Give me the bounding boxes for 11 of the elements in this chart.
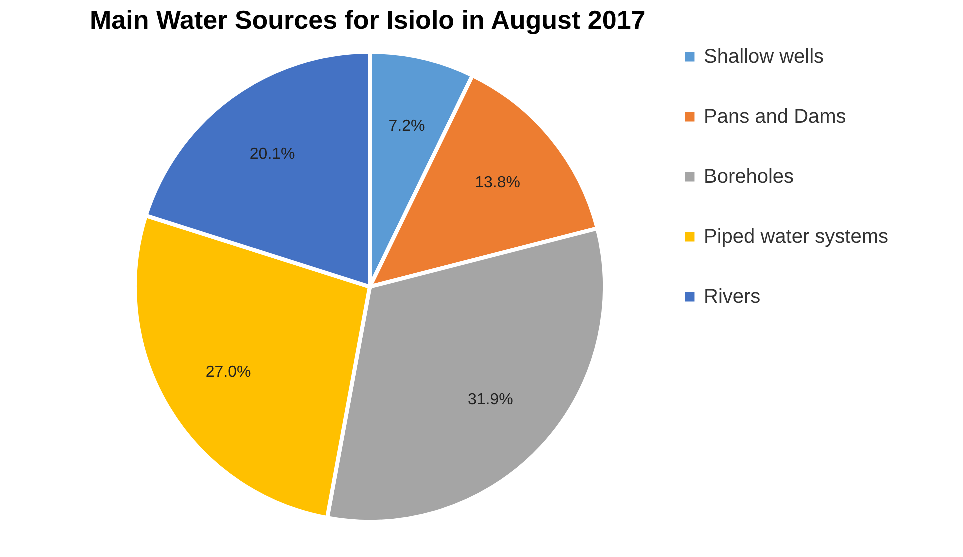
legend-label: Pans and Dams (704, 106, 846, 128)
legend-label: Rivers (704, 286, 761, 308)
data-label: 27.0% (206, 364, 252, 381)
data-label: 13.8% (475, 174, 520, 192)
data-label: 31.9% (468, 392, 514, 409)
chart-title: Main Water Sources for Isiolo in August 2017 (90, 5, 646, 35)
legend-label: Piped water systems (704, 226, 889, 248)
data-label: 20.1% (250, 146, 296, 163)
data-label: 7.2% (388, 118, 426, 136)
legend-label: Boreholes (704, 166, 794, 188)
legend-label: Shallow wells (704, 46, 824, 68)
